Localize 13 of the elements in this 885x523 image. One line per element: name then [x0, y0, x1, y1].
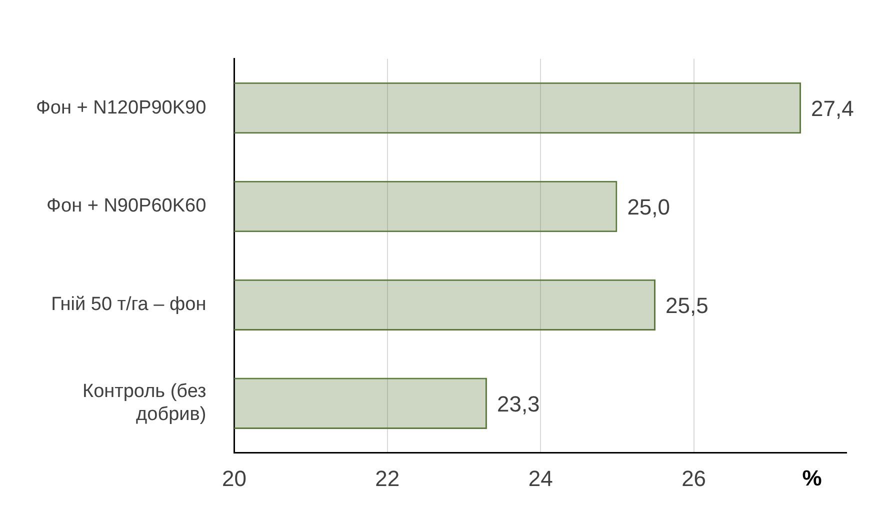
x-tick-label: 24	[528, 466, 553, 491]
data-label: 25,0	[627, 194, 670, 220]
x-tick-label: 20	[222, 466, 246, 491]
y-tick-label: Фон + N120P90K90	[36, 97, 206, 118]
data-label: 23,3	[496, 391, 540, 416]
y-tick-label: Гній 50 т/га – фон	[51, 294, 206, 316]
x-tick-label: 26	[682, 466, 706, 491]
x-tick-label: 22	[375, 466, 400, 491]
data-label: 27,4	[811, 96, 854, 122]
y-tick-label: Фон + N90P60K60	[46, 196, 206, 217]
y-tick-label: Контроль (без добрив)	[82, 381, 206, 426]
x-axis-title: %	[802, 466, 822, 491]
data-label: 25,5	[666, 292, 708, 318]
